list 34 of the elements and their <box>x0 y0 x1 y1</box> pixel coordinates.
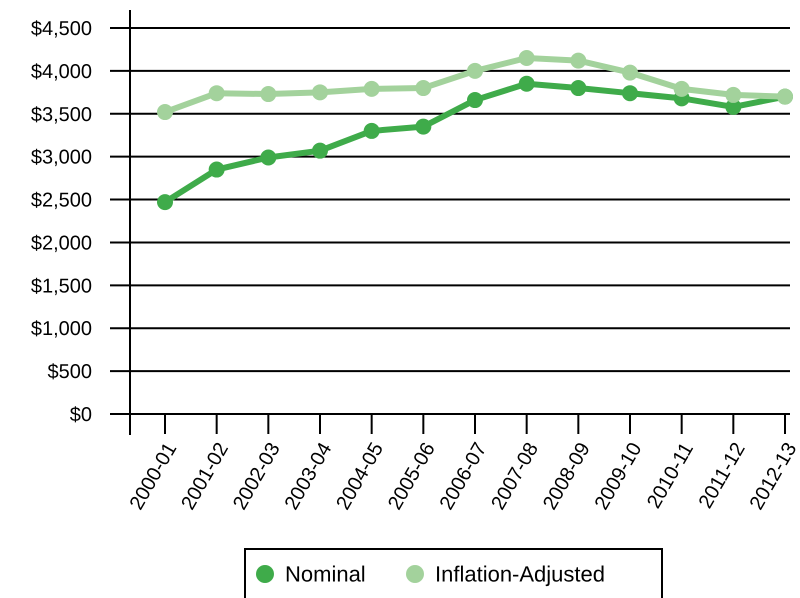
point <box>570 52 586 69</box>
point <box>570 80 586 96</box>
point <box>157 104 173 120</box>
y-tick-label: $3,500 <box>30 104 92 126</box>
point <box>312 84 328 100</box>
point <box>518 76 535 92</box>
y-tick-label: $1,500 <box>30 275 92 298</box>
point <box>208 162 225 178</box>
point <box>260 86 276 102</box>
point <box>415 80 432 96</box>
point <box>157 194 173 210</box>
legend-label: Nominal <box>285 562 366 587</box>
point <box>364 122 380 139</box>
point <box>364 80 380 97</box>
legend-label: Inflation-Adjusted <box>435 562 605 587</box>
y-tick-label: $4,000 <box>30 60 92 83</box>
point <box>208 85 225 102</box>
point <box>622 85 638 102</box>
point <box>467 62 483 79</box>
y-tick-label: $2,500 <box>30 190 92 212</box>
y-tick-label: $3,000 <box>30 146 92 169</box>
point <box>518 50 535 66</box>
point <box>260 150 276 166</box>
point <box>415 118 432 135</box>
y-tick-label: $1,000 <box>30 318 92 340</box>
y-tick-label: $500 <box>48 361 92 384</box>
point <box>674 80 690 97</box>
point <box>467 92 483 108</box>
point <box>725 86 742 103</box>
y-tick-label: $2,000 <box>30 232 92 254</box>
point <box>622 64 638 81</box>
point <box>312 142 328 159</box>
y-tick-label: $4,500 <box>30 18 92 40</box>
y-tick-label: $0 <box>70 404 92 426</box>
